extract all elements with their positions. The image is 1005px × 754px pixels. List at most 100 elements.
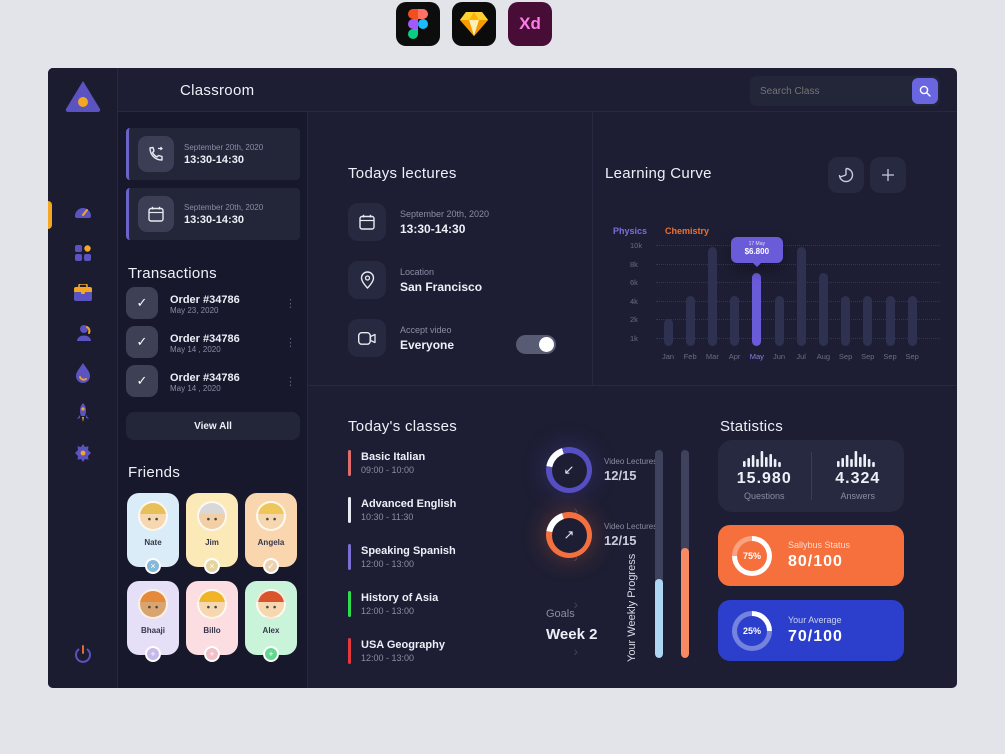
video-lectures-ring[interactable]: ↗ Video Lectures 12/15 — [546, 512, 657, 558]
search-icon — [919, 85, 931, 97]
schedule-card[interactable]: September 20th, 2020 13:30-14:30 — [126, 128, 300, 180]
kebab-menu-icon[interactable]: ⋮ — [285, 336, 296, 349]
kebab-menu-icon[interactable]: ⋮ — [285, 375, 296, 388]
video-camera-icon — [348, 319, 386, 357]
chart-bar[interactable] — [863, 296, 873, 346]
video-lectures-ring[interactable]: ↙ Video Lectures 12/15 — [546, 447, 657, 493]
friend-card-nate[interactable]: Nate × — [127, 493, 179, 574]
search-bar — [750, 76, 940, 106]
legend-chemistry[interactable]: Chemistry — [665, 226, 710, 236]
class-row-history-of-asia[interactable]: History of Asia 12:00 - 13:00 › — [348, 591, 578, 617]
check-icon[interactable]: ✓ — [126, 365, 158, 397]
sidebar-item-water-drop[interactable] — [48, 355, 118, 395]
figma-logo-icon — [408, 9, 428, 39]
transaction-text: Order #34786 May 14 , 2020 — [170, 331, 281, 354]
chart-bar[interactable] — [707, 246, 717, 346]
ring-text: Video Lectures 12/15 — [604, 457, 657, 483]
friend-card-billo[interactable]: Billo + — [186, 581, 238, 662]
friend-avatar — [256, 589, 286, 619]
transaction-row[interactable]: ✓ Order #34786 May 14 , 2020 ⋮ — [126, 324, 300, 360]
learning-curve-title: Learning Curve — [605, 165, 712, 182]
sketch-icon[interactable] — [452, 2, 496, 46]
search-button[interactable] — [912, 78, 938, 104]
questions-label: Questions — [743, 491, 785, 501]
chart-bar[interactable] — [907, 296, 917, 346]
friend-card-bhaaji[interactable]: Bhaaji + — [127, 581, 179, 662]
sidebar-item-dashboard[interactable] — [48, 195, 118, 235]
chart-bar[interactable] — [663, 319, 673, 346]
sidebar-item-rocket[interactable] — [48, 395, 118, 435]
sidebar-item-briefcase[interactable] — [48, 275, 118, 315]
class-color-bar — [348, 497, 351, 523]
weekly-bar-track[interactable] — [655, 450, 663, 658]
answers-value: 4.324 — [835, 470, 881, 487]
friend-badge[interactable]: ✓ — [263, 558, 279, 574]
chevron-right-icon: › — [573, 643, 578, 659]
status-card-sallybus[interactable]: 75% Sallybus Status 80/100 — [718, 525, 904, 586]
lecture-label: Location — [400, 266, 435, 277]
status-card-average[interactable]: 25% Your Average 70/100 — [718, 600, 904, 661]
adobe-xd-icon[interactable]: Xd — [508, 2, 552, 46]
percent-value: 75% — [737, 540, 767, 571]
transaction-row[interactable]: ✓ Order #34786 May 14 , 2020 ⋮ — [126, 363, 300, 399]
legend-physics[interactable]: Physics — [613, 226, 648, 236]
friend-card-alex[interactable]: Alex + — [245, 581, 297, 662]
friend-name: Alex — [262, 626, 280, 635]
sidebar-item-settings[interactable] — [48, 435, 118, 475]
class-row-usa-geography[interactable]: USA Geography 12:00 - 13:00 › — [348, 638, 578, 664]
x-axis-tick: Jul — [796, 352, 806, 361]
weekly-bar-track[interactable] — [681, 450, 689, 658]
add-chart-button[interactable] — [870, 157, 906, 193]
accept-video-toggle[interactable] — [516, 335, 556, 354]
view-all-button[interactable]: View All — [126, 412, 300, 440]
transaction-row[interactable]: ✓ Order #34786 May 23, 2020 ⋮ — [126, 285, 300, 321]
app-logo[interactable] — [64, 79, 102, 118]
status-label: Your Average — [788, 615, 842, 625]
friend-badge[interactable]: × — [204, 558, 220, 574]
y-axis-tick: 8k — [630, 259, 638, 269]
chart-bar[interactable] — [774, 296, 784, 346]
x-axis-tick: Sep — [838, 352, 853, 361]
class-row-advanced-english[interactable]: Advanced English 10:30 - 11:30 › — [348, 497, 578, 523]
x-axis-tick: Sep — [861, 352, 875, 361]
chart-bar[interactable] — [885, 296, 895, 346]
chart-type-button[interactable] — [828, 157, 864, 193]
progress-ring-icon: ↙ — [546, 447, 592, 493]
header: Classroom — [118, 68, 957, 112]
chart-bar[interactable] — [685, 296, 695, 346]
transaction-order: Order #34786 — [170, 371, 240, 384]
sidebar-item-apps-grid[interactable] — [48, 235, 118, 275]
calendar-icon — [348, 203, 386, 241]
friend-badge[interactable]: × — [145, 558, 161, 574]
stat-divider — [810, 452, 812, 500]
chart-bar[interactable] — [796, 246, 806, 346]
logout-power-button[interactable] — [48, 636, 118, 672]
chart-bar[interactable] — [841, 296, 851, 346]
triangle-logo-icon — [65, 81, 101, 112]
search-input[interactable] — [750, 85, 912, 97]
friend-card-jim[interactable]: Jim × — [186, 493, 238, 574]
chart-gridline — [656, 245, 940, 246]
x-axis-tick: Sep — [905, 352, 919, 361]
chart-bar[interactable] — [752, 272, 762, 346]
friend-card-angela[interactable]: Angela ✓ — [245, 493, 297, 574]
check-icon[interactable]: ✓ — [126, 287, 158, 319]
chart-bar[interactable] — [730, 296, 740, 346]
chart-bar[interactable] — [818, 272, 828, 346]
figma-icon[interactable] — [396, 2, 440, 46]
friend-badge[interactable]: + — [145, 646, 161, 662]
x-axis-tick: Jun — [772, 352, 786, 361]
schedule-date: September 20th, 2020 — [184, 202, 264, 212]
kebab-menu-icon[interactable]: ⋮ — [285, 297, 296, 310]
friend-avatar — [197, 501, 227, 531]
calendar-icon — [138, 196, 174, 232]
check-icon[interactable]: ✓ — [126, 326, 158, 358]
friend-badge[interactable]: + — [263, 646, 279, 662]
friend-badge[interactable]: + — [204, 646, 220, 662]
schedule-card[interactable]: September 20th, 2020 13:30-14:30 — [126, 188, 300, 240]
sidebar-item-profile[interactable] — [48, 315, 118, 355]
x-axis-tick: May — [749, 352, 764, 361]
